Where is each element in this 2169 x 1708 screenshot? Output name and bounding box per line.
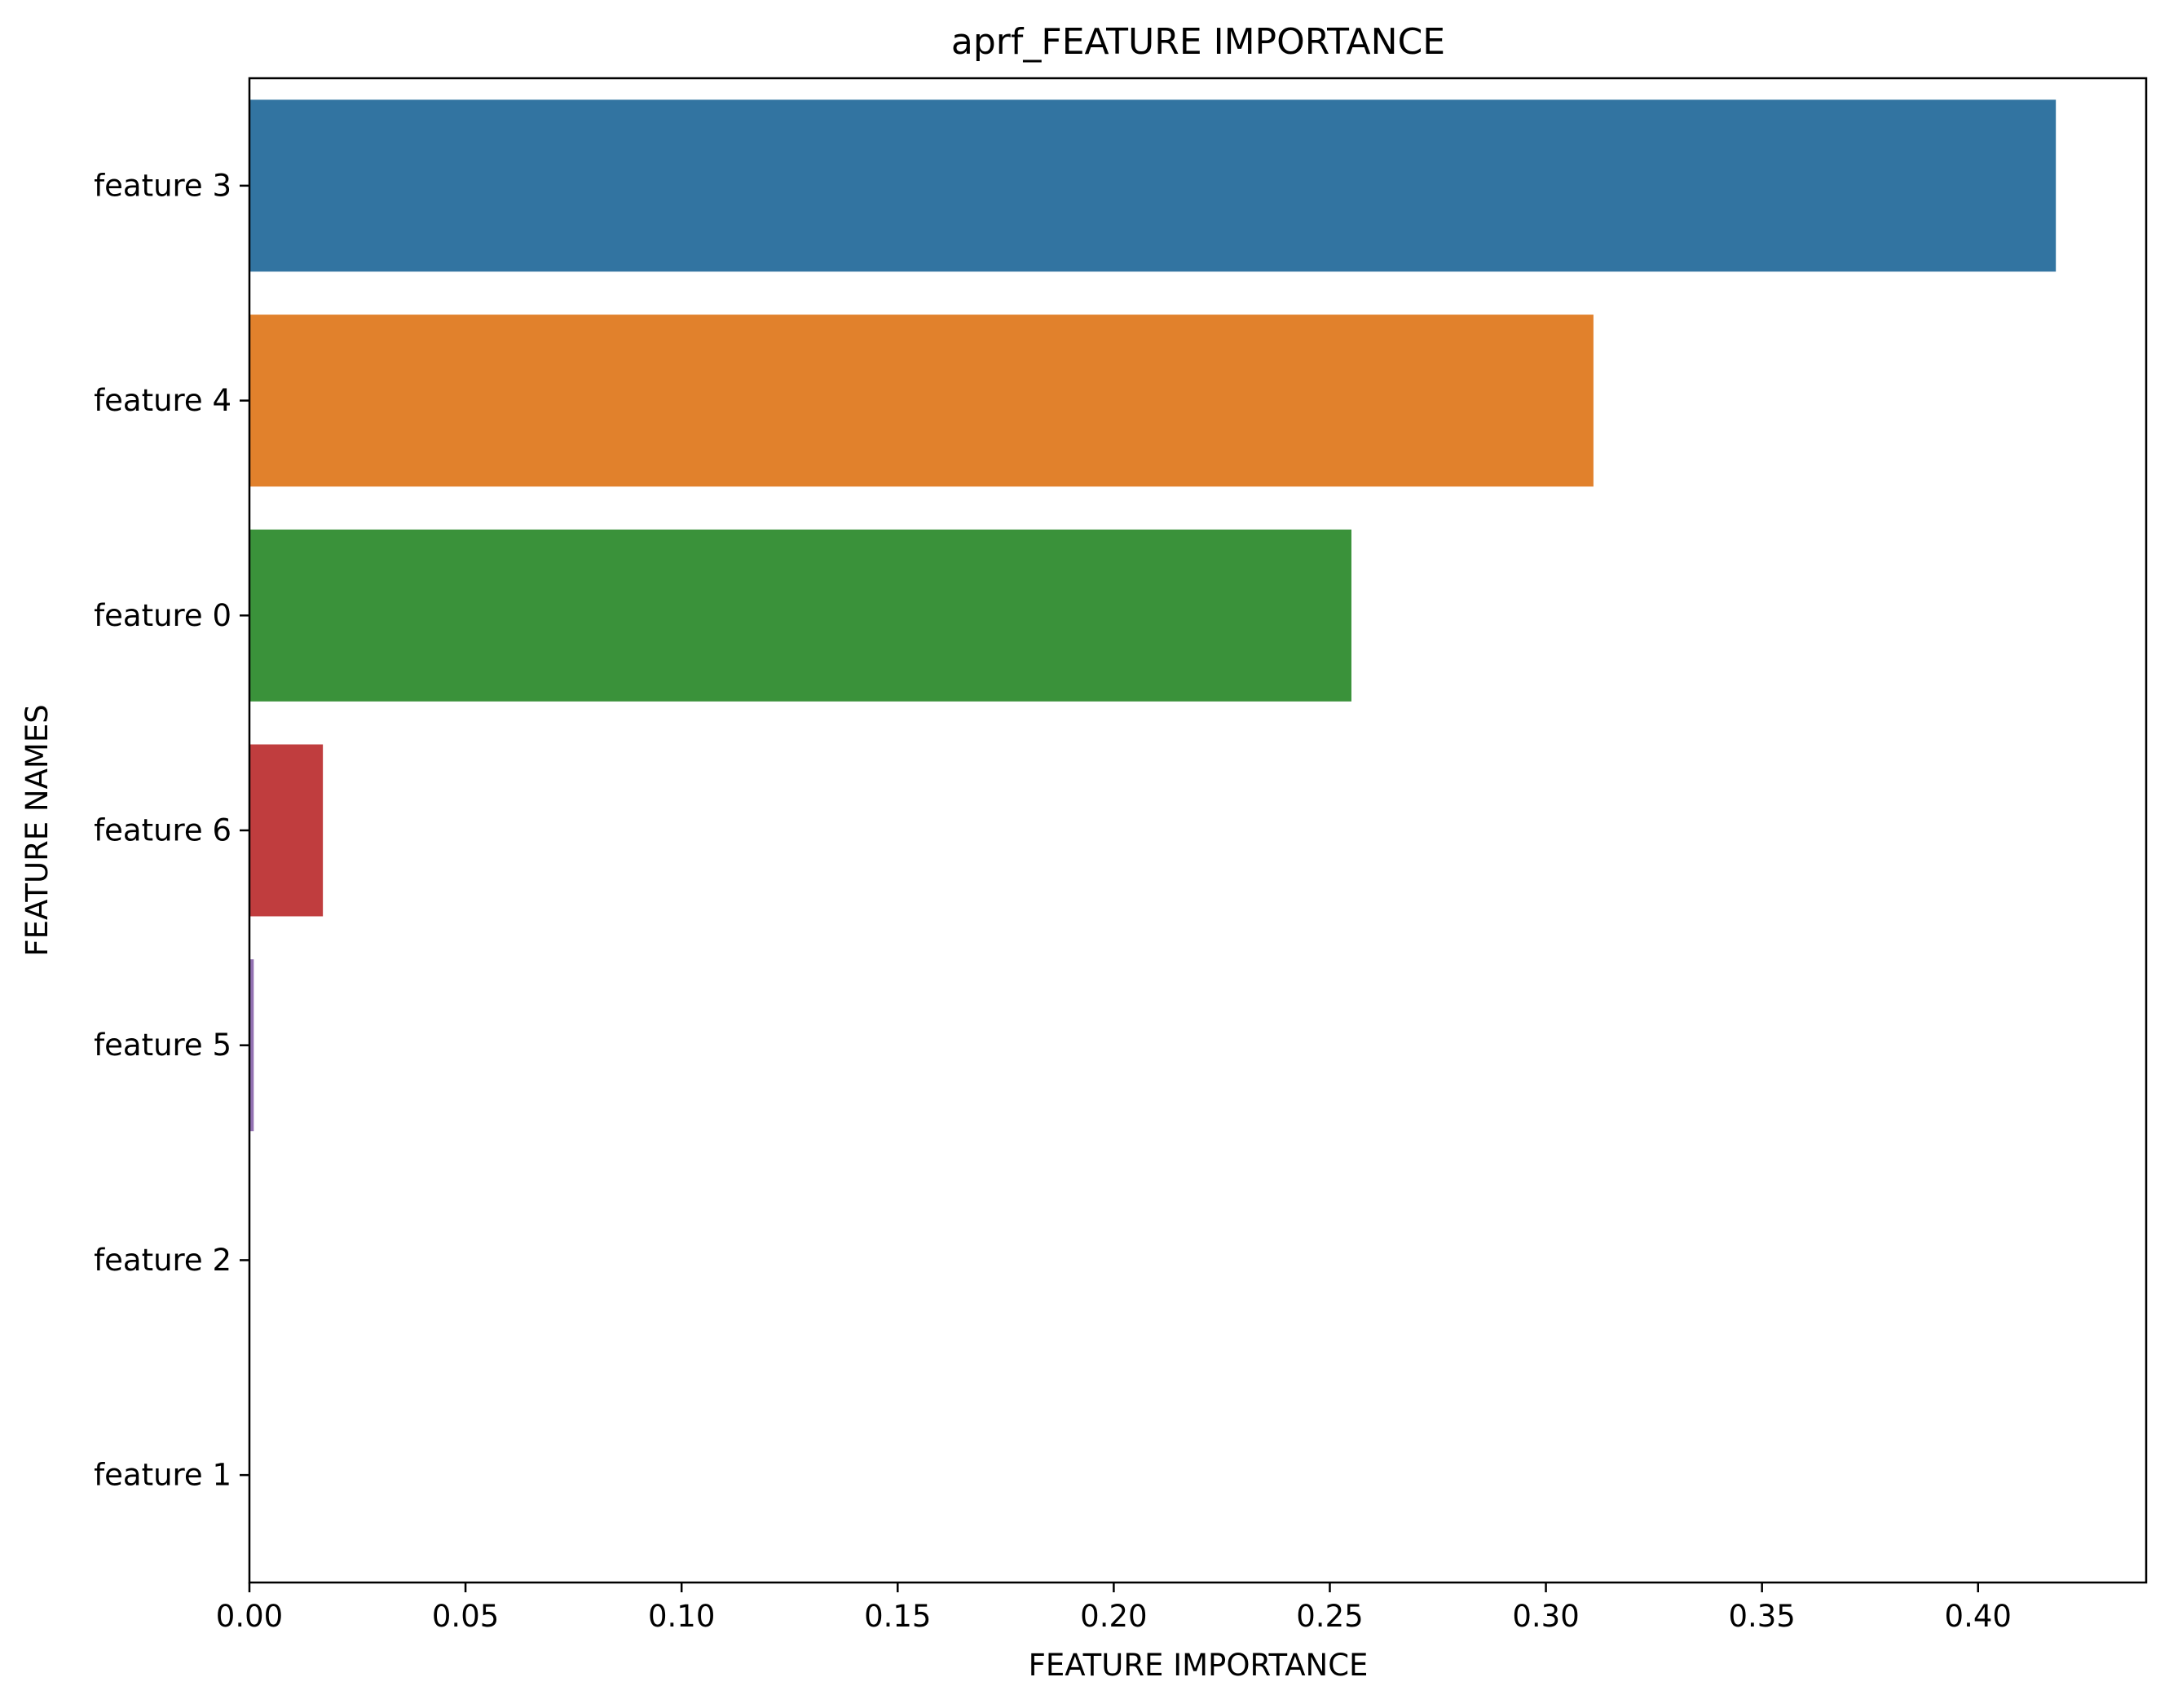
x-tick-label: 0.25	[1296, 1599, 1363, 1634]
y-axis-ticks: feature 3 feature 4 feature 0 feature 6 feat…	[94, 168, 249, 1493]
x-tick-label: 0.05	[432, 1599, 499, 1634]
y-tick-label: feature 2	[94, 1243, 231, 1278]
plot-area-frame	[248, 77, 2148, 1584]
chart-title: aprf_FEATURE IMPORTANCE	[951, 21, 1445, 63]
bar-feature-3	[249, 99, 2057, 272]
bar-feature-4	[249, 315, 1594, 487]
x-axis-label: FEATURE IMPORTANCE	[1029, 1648, 1369, 1683]
y-tick-label: feature 1	[94, 1458, 231, 1493]
x-axis-ticks: 0.00 0.05 0.10 0.15 0.20 0.25 0.30 0.35 0.40	[216, 1583, 2012, 1634]
bars-group	[249, 99, 2057, 1132]
bar-feature-5	[249, 959, 254, 1132]
bar-feature-0	[249, 529, 1351, 702]
x-tick-label: 0.35	[1728, 1599, 1795, 1634]
y-tick-label: feature 0	[94, 598, 231, 633]
y-tick-label: feature 5	[94, 1028, 231, 1063]
y-axis-label: FEATURE NAMES	[20, 704, 55, 956]
bar-feature-6	[249, 744, 324, 917]
x-tick-label: 0.15	[864, 1599, 931, 1634]
y-tick-label: feature 3	[94, 168, 231, 203]
y-tick-label: feature 4	[94, 383, 231, 418]
x-tick-label: 0.30	[1512, 1599, 1579, 1634]
y-tick-label: feature 6	[94, 813, 231, 848]
x-tick-label: 0.00	[216, 1599, 283, 1634]
x-tick-label: 0.40	[1945, 1599, 2012, 1634]
x-tick-label: 0.20	[1080, 1599, 1147, 1634]
x-tick-label: 0.10	[648, 1599, 715, 1634]
